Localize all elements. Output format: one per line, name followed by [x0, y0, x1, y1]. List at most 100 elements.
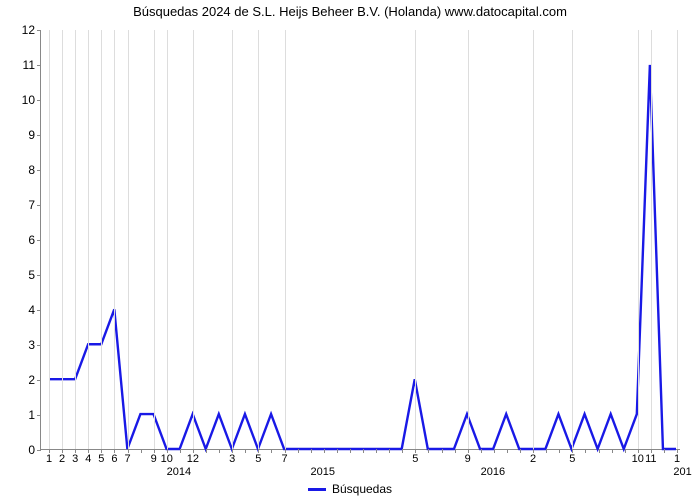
x-tick-label: 5	[412, 453, 418, 465]
x-tick-label: 5	[569, 453, 575, 465]
x-year-label: 201	[673, 466, 691, 478]
x-gridline	[638, 30, 639, 449]
x-tick-label: 9	[465, 453, 471, 465]
x-tick-mark	[625, 449, 626, 453]
x-gridline	[154, 30, 155, 449]
y-tick-label: 9	[28, 128, 35, 142]
x-tick-mark	[363, 449, 364, 453]
y-tick-label: 4	[28, 303, 35, 317]
x-gridline	[88, 30, 89, 449]
x-tick-mark	[546, 449, 547, 453]
x-tick-mark	[324, 449, 325, 453]
x-tick-mark	[311, 449, 312, 453]
x-tick-mark	[428, 449, 429, 453]
y-tick-label: 11	[23, 58, 35, 72]
x-gridline	[677, 30, 678, 449]
chart-container: Búsquedas 2024 de S.L. Heijs Beheer B.V.…	[0, 0, 700, 500]
line-series	[41, 30, 680, 449]
y-tick-mark	[37, 240, 41, 241]
y-tick-mark	[37, 275, 41, 276]
y-tick-label: 12	[22, 23, 35, 37]
y-tick-mark	[37, 135, 41, 136]
y-tick-label: 8	[28, 163, 35, 177]
x-tick-label: 9	[151, 453, 157, 465]
x-tick-label: 2	[530, 453, 536, 465]
plot-area: 0123456789101112123456791012357592510111	[40, 30, 680, 450]
y-tick-mark	[37, 310, 41, 311]
x-gridline	[258, 30, 259, 449]
legend-label: Búsquedas	[332, 482, 392, 496]
y-tick-label: 5	[28, 268, 35, 282]
x-gridline	[193, 30, 194, 449]
y-tick-label: 1	[28, 408, 35, 422]
x-tick-label: 7	[124, 453, 130, 465]
x-tick-label: 6	[111, 453, 117, 465]
x-tick-label: 12	[187, 453, 199, 465]
y-tick-label: 0	[28, 443, 35, 457]
x-tick-mark	[494, 449, 495, 453]
x-tick-mark	[141, 449, 142, 453]
x-tick-label: 1	[674, 453, 680, 465]
x-tick-label: 2	[59, 453, 65, 465]
chart-title: Búsquedas 2024 de S.L. Heijs Beheer B.V.…	[0, 4, 700, 19]
x-tick-mark	[350, 449, 351, 453]
y-tick-label: 10	[22, 93, 35, 107]
y-tick-label: 6	[28, 233, 35, 247]
x-tick-label: 4	[85, 453, 91, 465]
y-tick-mark	[37, 450, 41, 451]
x-tick-mark	[180, 449, 181, 453]
x-tick-mark	[219, 449, 220, 453]
x-gridline	[415, 30, 416, 449]
legend: Búsquedas	[0, 482, 700, 496]
x-year-label: 2015	[311, 466, 335, 478]
x-gridline	[651, 30, 652, 449]
x-tick-mark	[599, 449, 600, 453]
x-tick-mark	[520, 449, 521, 453]
x-tick-label: 5	[98, 453, 104, 465]
x-tick-mark	[442, 449, 443, 453]
x-tick-label: 10	[632, 453, 644, 465]
x-tick-mark	[559, 449, 560, 453]
x-tick-mark	[206, 449, 207, 453]
y-tick-label: 2	[28, 373, 35, 387]
x-tick-mark	[376, 449, 377, 453]
x-tick-mark	[402, 449, 403, 453]
x-tick-mark	[585, 449, 586, 453]
x-gridline	[285, 30, 286, 449]
y-tick-mark	[37, 415, 41, 416]
x-tick-mark	[612, 449, 613, 453]
x-tick-label: 3	[229, 453, 235, 465]
x-tick-mark	[298, 449, 299, 453]
x-gridline	[114, 30, 115, 449]
x-gridline	[101, 30, 102, 449]
x-gridline	[572, 30, 573, 449]
x-tick-mark	[455, 449, 456, 453]
x-gridline	[49, 30, 50, 449]
y-tick-label: 7	[28, 198, 35, 212]
x-year-label: 2014	[167, 466, 191, 478]
x-tick-label: 1	[46, 453, 52, 465]
x-gridline	[468, 30, 469, 449]
x-tick-mark	[389, 449, 390, 453]
y-tick-mark	[37, 205, 41, 206]
y-tick-mark	[37, 65, 41, 66]
x-tick-label: 5	[255, 453, 261, 465]
x-tick-label: 10	[161, 453, 173, 465]
y-tick-label: 3	[28, 338, 35, 352]
x-tick-label: 11	[645, 453, 656, 465]
x-tick-mark	[481, 449, 482, 453]
x-tick-mark	[664, 449, 665, 453]
x-tick-label: 7	[281, 453, 287, 465]
x-gridline	[167, 30, 168, 449]
legend-swatch	[308, 488, 326, 491]
x-tick-mark	[337, 449, 338, 453]
x-tick-label: 3	[72, 453, 78, 465]
y-tick-mark	[37, 345, 41, 346]
x-gridline	[232, 30, 233, 449]
x-tick-mark	[507, 449, 508, 453]
x-gridline	[75, 30, 76, 449]
x-year-label: 2016	[481, 466, 505, 478]
y-tick-mark	[37, 100, 41, 101]
x-year-labels: 201420152016201	[40, 466, 680, 482]
x-tick-mark	[245, 449, 246, 453]
